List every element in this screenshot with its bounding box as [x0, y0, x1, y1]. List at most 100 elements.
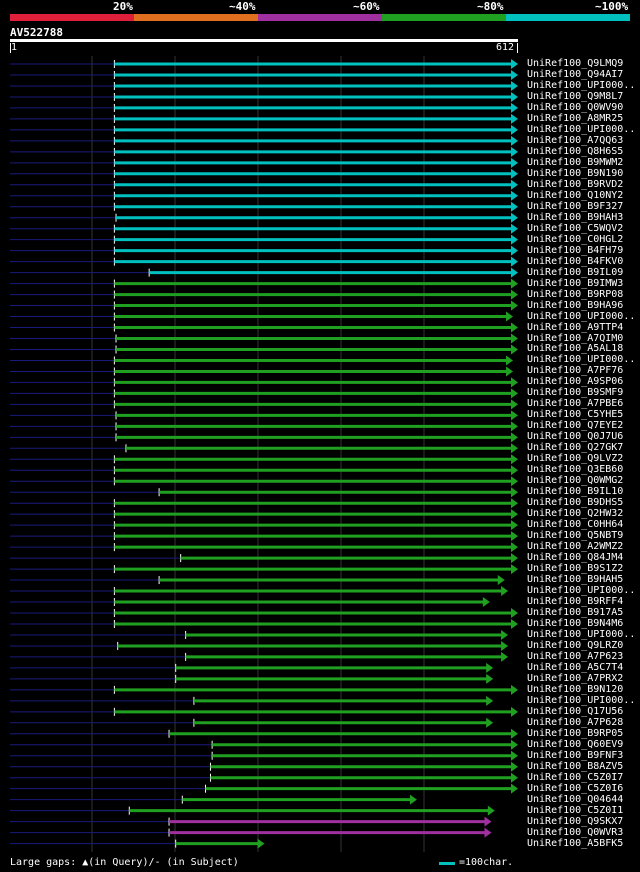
hit-label[interactable]: UniRef100_B9MWM2	[527, 156, 624, 168]
hit-label[interactable]: UniRef100_B9HAH3	[527, 211, 624, 223]
hit-label[interactable]: UniRef100_Q04644	[527, 793, 624, 805]
hit-label[interactable]: UniRef100_B9FNF3	[527, 749, 624, 761]
hit-arrow-icon	[511, 223, 518, 234]
hit-arrow-icon	[511, 608, 518, 618]
hit-arrow-icon	[511, 443, 518, 454]
hit-arrow-icon	[511, 564, 518, 575]
hit-label[interactable]: UniRef100_UPI000..	[527, 694, 636, 706]
hit-label[interactable]: UniRef100_UPI000..	[527, 628, 636, 640]
hit-arrow-icon	[511, 542, 518, 553]
hit-label[interactable]: UniRef100_A2WMZ2	[527, 541, 624, 553]
hit-label[interactable]: UniRef100_B9RP08	[527, 288, 624, 300]
hit-label[interactable]: UniRef100_A7PF76	[527, 365, 624, 377]
hit-label[interactable]: UniRef100_Q94AI7	[527, 68, 624, 80]
legend-label-80: ~80%	[477, 0, 504, 13]
hit-label[interactable]: UniRef100_A7P628	[527, 716, 624, 728]
hit-label[interactable]: UniRef100_A7QQ63	[527, 134, 624, 146]
hit-arrow-icon	[501, 629, 509, 640]
hit-label[interactable]: UniRef100_B9HA96	[527, 299, 624, 311]
hit-label[interactable]: UniRef100_B9SMF9	[527, 387, 624, 399]
hit-label[interactable]: UniRef100_C5YHE5	[527, 409, 624, 421]
hit-label[interactable]: UniRef100_C5Z0I7	[527, 771, 624, 783]
hit-label[interactable]: UniRef100_UPI000..	[527, 310, 636, 322]
hit-label[interactable]: UniRef100_B9DHS5	[527, 497, 624, 509]
hit-arrow-icon	[501, 586, 509, 597]
hit-label[interactable]: UniRef100_Q7EYE2	[527, 420, 624, 432]
hit-label[interactable]: UniRef100_B9F327	[527, 200, 624, 212]
hit-label[interactable]: UniRef100_B4FH79	[527, 244, 624, 256]
hit-label[interactable]: UniRef100_B9IMW3	[527, 277, 624, 289]
hit-label[interactable]: UniRef100_B4FKV0	[527, 255, 624, 267]
hit-label[interactable]: UniRef100_B9RFF4	[527, 596, 624, 608]
legend-swatch-20	[10, 14, 134, 21]
hit-arrow-icon	[511, 278, 518, 289]
hit-label[interactable]: UniRef100_C5WQV2	[527, 222, 624, 234]
hit-label[interactable]: UniRef100_Q3EB60	[527, 464, 624, 476]
hit-arrow-icon	[511, 322, 518, 333]
hit-arrow-icon	[511, 750, 518, 761]
hit-arrow-icon	[511, 706, 518, 717]
hit-label[interactable]: UniRef100_C5Z0I1	[527, 804, 624, 816]
scale-label: =100char.	[459, 857, 514, 868]
hit-label[interactable]: UniRef100_B9S1Z2	[527, 563, 624, 575]
hit-arrow-icon	[486, 673, 494, 684]
hit-label[interactable]: UniRef100_C5Z0I6	[527, 782, 624, 794]
hit-label[interactable]: UniRef100_A7P623	[527, 650, 624, 662]
hit-label[interactable]: UniRef100_A7PRX2	[527, 672, 624, 684]
hit-label[interactable]: UniRef100_Q9LVZ2	[527, 453, 624, 465]
hit-label[interactable]: UniRef100_Q0WV90	[527, 101, 624, 113]
hit-arrow-icon	[511, 69, 518, 80]
hit-arrow-icon	[484, 816, 492, 827]
hit-label[interactable]: UniRef100_Q9LMQ9	[527, 58, 624, 69]
hit-label[interactable]: UniRef100_Q0WMG2	[527, 475, 624, 487]
hit-label[interactable]: UniRef100_A5BFK5	[527, 837, 624, 849]
hit-label[interactable]: UniRef100_B9IL10	[527, 486, 624, 498]
hit-label[interactable]: UniRef100_A5C7T4	[527, 661, 624, 673]
hit-label[interactable]: UniRef100_C0HH64	[527, 519, 624, 531]
hit-label[interactable]: UniRef100_B9N190	[527, 167, 624, 179]
hit-label[interactable]: UniRef100_Q9M8L7	[527, 90, 624, 102]
legend-swatch-40	[134, 14, 258, 21]
hit-label[interactable]: UniRef100_Q84JM4	[527, 552, 624, 564]
hit-label[interactable]: UniRef100_B8AZV5	[527, 760, 624, 772]
hit-label[interactable]: UniRef100_Q0J7U6	[527, 431, 624, 443]
hit-label[interactable]: UniRef100_Q17U56	[527, 705, 624, 717]
hit-label[interactable]: UniRef100_UPI000..	[527, 79, 636, 91]
hit-arrow-icon	[511, 772, 518, 783]
hit-label[interactable]: UniRef100_B917A5	[527, 607, 624, 618]
hit-label[interactable]: UniRef100_A5AL18	[527, 343, 624, 355]
hit-arrow-icon	[511, 113, 518, 124]
hit-label[interactable]: UniRef100_Q10NY2	[527, 189, 624, 201]
hit-label[interactable]: UniRef100_UPI000..	[527, 123, 636, 135]
hit-label[interactable]: UniRef100_B9RP05	[527, 727, 624, 739]
hit-label[interactable]: UniRef100_A7PBE6	[527, 398, 624, 410]
query-name: AV522788	[10, 26, 63, 39]
hit-label[interactable]: UniRef100_Q2HW32	[527, 508, 624, 520]
hit-label[interactable]: UniRef100_B9IL09	[527, 266, 624, 278]
hit-label[interactable]: UniRef100_B9N120	[527, 683, 624, 695]
hit-label[interactable]: UniRef100_A8MR25	[527, 112, 624, 124]
hit-label[interactable]: UniRef100_C0HGL2	[527, 233, 624, 245]
hit-label[interactable]: UniRef100_UPI000..	[527, 585, 636, 597]
hit-label[interactable]: UniRef100_A9SP06	[527, 376, 624, 388]
hit-label[interactable]: UniRef100_Q5NBT9	[527, 530, 624, 542]
hit-label[interactable]: UniRef100_Q9LRZ0	[527, 639, 624, 651]
hit-arrow-icon	[511, 454, 518, 465]
hit-label[interactable]: UniRef100_A9TTP4	[527, 321, 624, 333]
hit-label[interactable]: UniRef100_B9HAH5	[527, 574, 624, 586]
hit-label[interactable]: UniRef100_Q8H6S5	[527, 145, 624, 157]
hit-label[interactable]: UniRef100_Q27GK7	[527, 442, 624, 454]
hit-label[interactable]: UniRef100_Q60EV9	[527, 738, 624, 750]
hit-arrow-icon	[511, 520, 518, 531]
hit-label[interactable]: UniRef100_Q9SKX7	[527, 815, 624, 827]
hit-arrow-icon	[511, 476, 518, 487]
hit-arrow-icon	[511, 739, 518, 750]
hit-label[interactable]: UniRef100_A7QIM0	[527, 332, 624, 344]
hit-arrow-icon	[511, 399, 518, 410]
hit-label[interactable]: UniRef100_B9N4M6	[527, 617, 624, 629]
hit-label[interactable]: UniRef100_B9RVD2	[527, 178, 624, 190]
hit-label[interactable]: UniRef100_Q0WVR3	[527, 826, 624, 838]
hit-label[interactable]: UniRef100_UPI000..	[527, 354, 636, 366]
hit-arrow-icon	[511, 124, 518, 135]
